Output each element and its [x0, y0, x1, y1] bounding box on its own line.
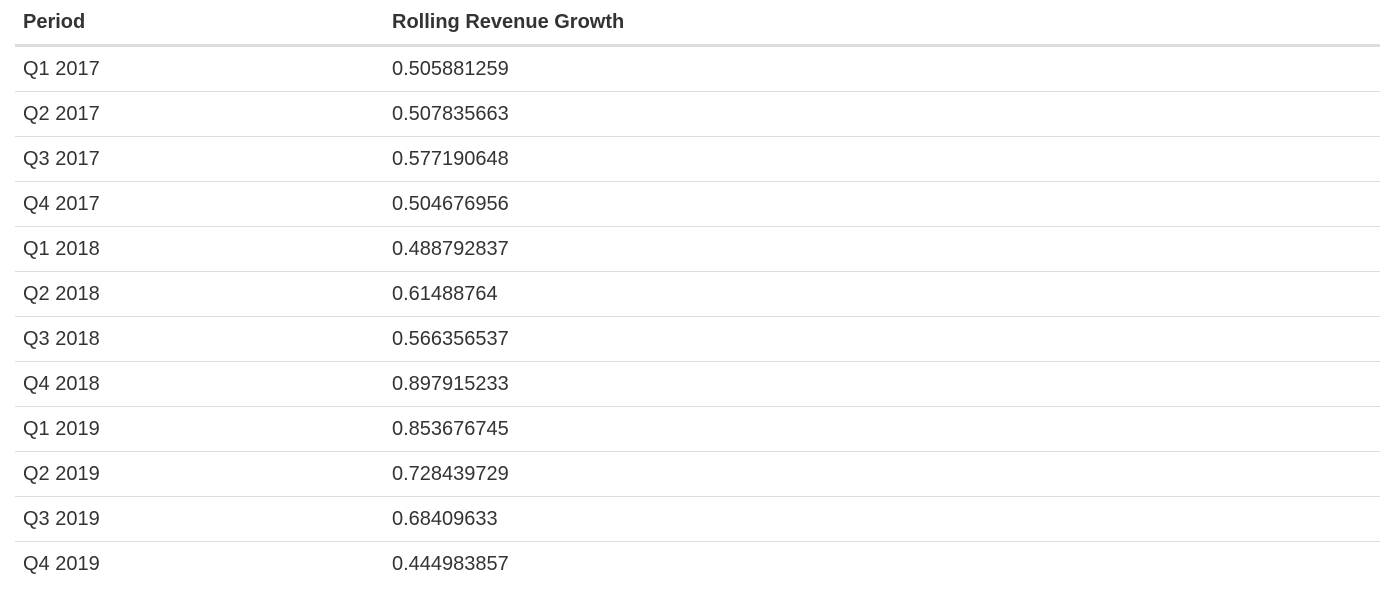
table-row: Q4 2019 0.444983857 — [15, 542, 1380, 587]
period-cell: Q2 2017 — [15, 91, 384, 137]
growth-cell: 0.853676745 — [384, 406, 1380, 452]
table-row: Q4 2018 0.897915233 — [15, 361, 1380, 407]
growth-cell: 0.504676956 — [384, 181, 1380, 227]
growth-cell: 0.728439729 — [384, 451, 1380, 497]
table-row: Q3 2017 0.577190648 — [15, 136, 1380, 182]
growth-cell: 0.577190648 — [384, 136, 1380, 182]
table-header: Period Rolling Revenue Growth — [15, 0, 1380, 47]
table-row: Q2 2017 0.507835663 — [15, 91, 1380, 137]
table-row: Q1 2018 0.488792837 — [15, 226, 1380, 272]
revenue-growth-table-container: Period Rolling Revenue Growth Q1 2017 0.… — [15, 0, 1380, 586]
table-body: Q1 2017 0.505881259 Q2 2017 0.507835663 … — [15, 45, 1380, 587]
table-row: Q3 2018 0.566356537 — [15, 316, 1380, 362]
column-header-rolling-revenue-growth: Rolling Revenue Growth — [384, 0, 1380, 47]
table-row: Q2 2018 0.61488764 — [15, 271, 1380, 317]
growth-cell: 0.566356537 — [384, 316, 1380, 362]
growth-cell: 0.488792837 — [384, 226, 1380, 272]
period-cell: Q1 2017 — [15, 45, 384, 92]
period-cell: Q3 2019 — [15, 496, 384, 542]
table-row: Q4 2017 0.504676956 — [15, 181, 1380, 227]
period-cell: Q2 2019 — [15, 451, 384, 497]
header-row: Period Rolling Revenue Growth — [15, 0, 1380, 47]
growth-cell: 0.897915233 — [384, 361, 1380, 407]
growth-cell: 0.507835663 — [384, 91, 1380, 137]
table-row: Q3 2019 0.68409633 — [15, 496, 1380, 542]
period-cell: Q4 2018 — [15, 361, 384, 407]
growth-cell: 0.61488764 — [384, 271, 1380, 317]
period-cell: Q3 2018 — [15, 316, 384, 362]
table-row: Q2 2019 0.728439729 — [15, 451, 1380, 497]
revenue-growth-table: Period Rolling Revenue Growth Q1 2017 0.… — [15, 0, 1380, 586]
table-row: Q1 2019 0.853676745 — [15, 406, 1380, 452]
growth-cell: 0.505881259 — [384, 45, 1380, 92]
column-header-period: Period — [15, 0, 384, 47]
period-cell: Q2 2018 — [15, 271, 384, 317]
table-row: Q1 2017 0.505881259 — [15, 45, 1380, 92]
growth-cell: 0.68409633 — [384, 496, 1380, 542]
period-cell: Q4 2019 — [23, 552, 100, 575]
period-cell: Q3 2017 — [15, 136, 384, 182]
growth-cell: 0.444983857 — [392, 552, 509, 575]
period-cell: Q1 2018 — [15, 226, 384, 272]
period-cell: Q1 2019 — [15, 406, 384, 452]
period-cell: Q4 2017 — [15, 181, 384, 227]
